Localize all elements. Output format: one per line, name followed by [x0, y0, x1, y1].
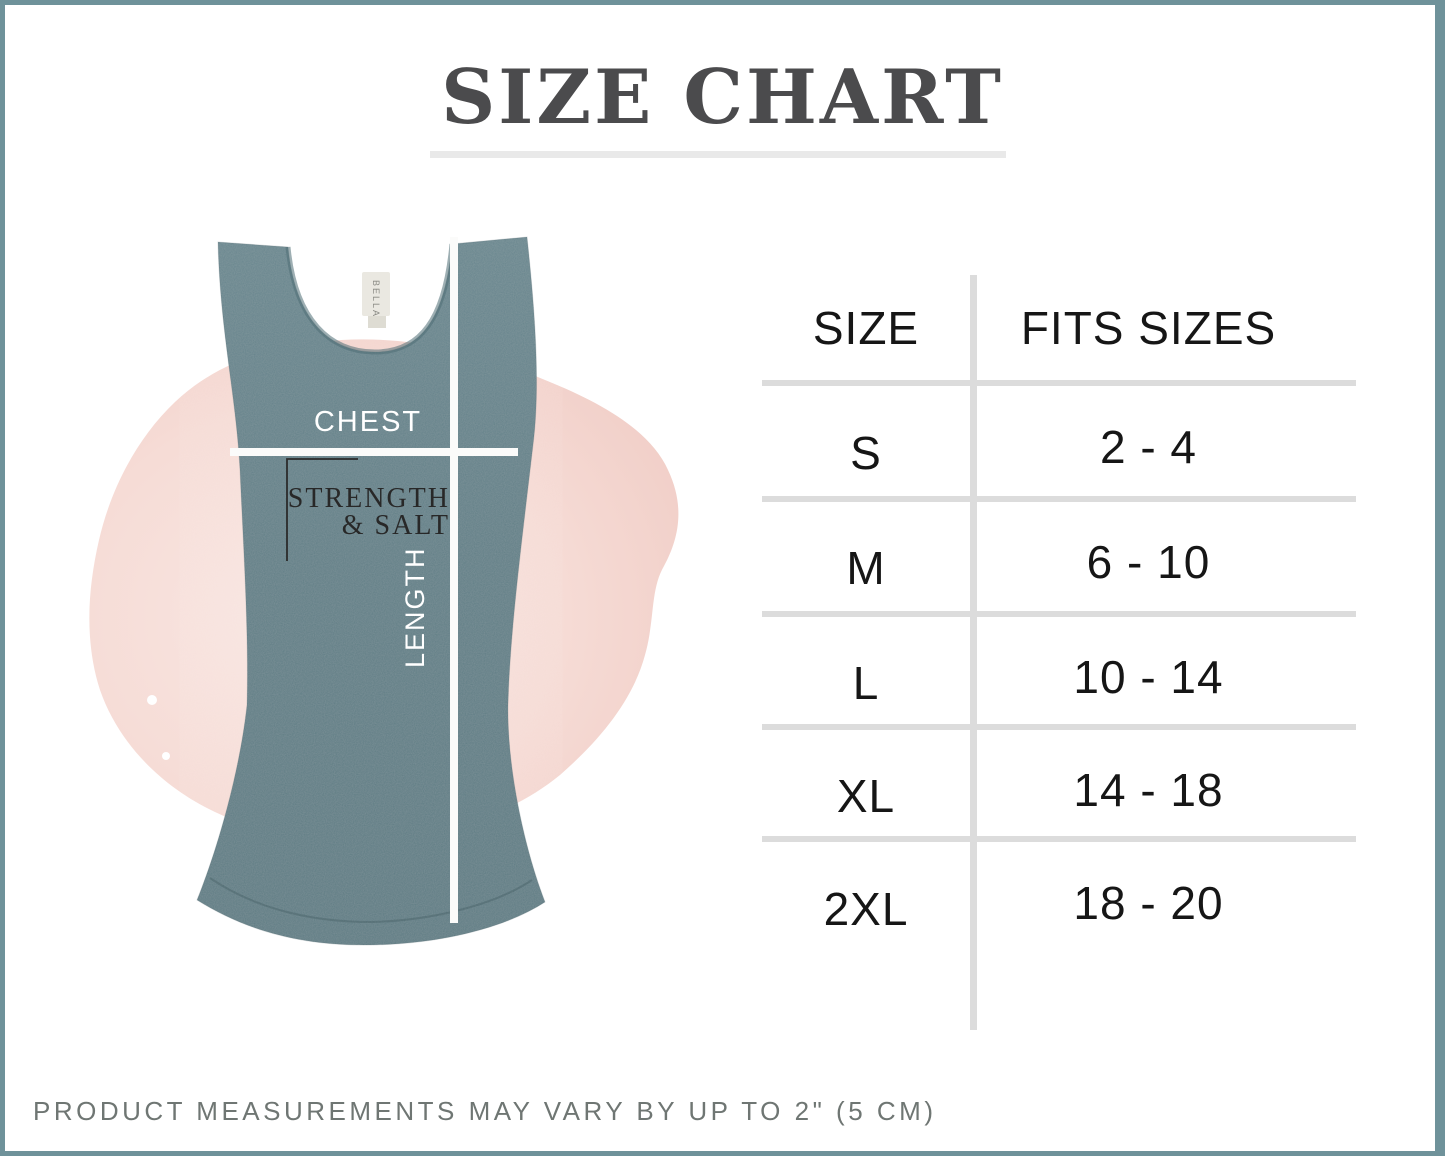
splash-speck: [598, 387, 608, 397]
table-row-separator: [762, 836, 1356, 842]
page-title: SIZE CHART: [441, 53, 1004, 141]
table-row-separator: [762, 380, 1356, 386]
measurement-guides: CHEST LENGTH: [230, 237, 518, 923]
neckline-binding: [285, 243, 455, 355]
table-row-size: M: [846, 542, 886, 594]
splash-speck: [582, 349, 588, 355]
splash-speck: [147, 695, 157, 705]
hem-stitch: [209, 877, 533, 924]
brand-tag-label: BELLA: [371, 280, 381, 318]
splash-speck: [162, 752, 170, 760]
table-row-fits: 6 - 10: [1086, 536, 1211, 588]
frame-border-bottom: [0, 1151, 1445, 1156]
table-row-size: S: [850, 427, 882, 479]
table-row-fits: 18 - 20: [1073, 877, 1224, 929]
tank-top-graphic: BELLA STRENGTH & SALT CHEST LENGTH: [89, 236, 679, 946]
measurement-disclaimer: PRODUCT MEASUREMENTS MAY VARY BY UP TO 2…: [33, 1096, 937, 1126]
table-row-separator: [762, 724, 1356, 730]
column-header-size: SIZE: [812, 301, 920, 354]
chest-label: CHEST: [314, 406, 422, 438]
table-row-fits: 10 - 14: [1073, 651, 1224, 703]
length-label: LENGTH: [400, 546, 430, 668]
table-row-fits: 14 - 18: [1073, 764, 1224, 816]
design-text-line2: & SALT: [342, 510, 450, 541]
table-row-size: XL: [836, 770, 896, 822]
product-illustration: BELLA STRENGTH & SALT CHEST LENGTH: [80, 225, 720, 955]
shirt-design: STRENGTH & SALT: [286, 458, 450, 561]
table-row-fits: 2 - 4: [1099, 421, 1198, 473]
table-row-size: L: [852, 657, 880, 709]
frame-border-left: [0, 0, 5, 1156]
frame-border-right: [1435, 0, 1445, 1156]
frame-border-top: [0, 0, 1445, 5]
neck-tag-fold: [368, 316, 386, 328]
neck-tag: [362, 272, 390, 316]
table-row-size: 2XL: [823, 883, 909, 935]
length-measure-line: [450, 237, 458, 923]
column-header-fits-sizes: FITS SIZES: [1020, 301, 1277, 354]
chest-measure-line: [230, 448, 518, 456]
title-underline: [430, 151, 1006, 158]
table-row-separator: [762, 496, 1356, 502]
table-row-separator: [762, 611, 1356, 617]
design-corner-bracket: [286, 458, 358, 561]
design-text-line1: STRENGTH: [288, 483, 450, 514]
table-column-divider: [970, 275, 977, 1030]
